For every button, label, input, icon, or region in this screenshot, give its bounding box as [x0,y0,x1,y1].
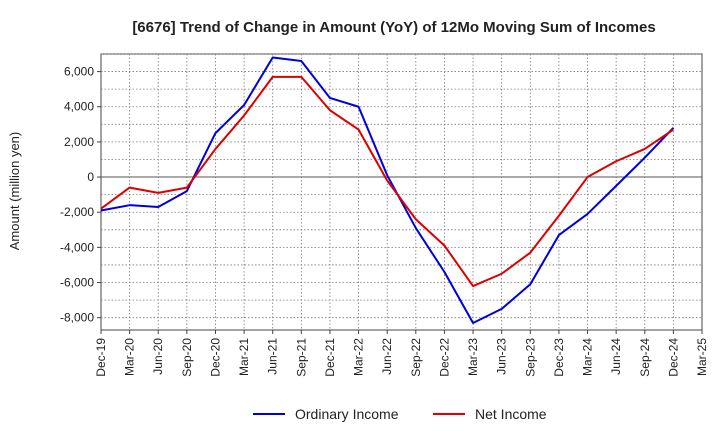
y-tick-label: 0 [87,170,94,184]
y-tick-label: -2,000 [60,205,94,219]
series-group [100,56,675,324]
series-line-net-income [100,75,674,288]
plot-area [100,53,703,331]
y-tick-label: 2,000 [64,135,94,149]
x-tick-label: Dec-21 [323,338,337,377]
legend-label-net-income: Net Income [475,406,547,422]
x-tick-label: Sep-21 [294,338,308,377]
x-tick-label: Dec-19 [94,338,108,377]
y-tick-label: -6,000 [60,276,94,290]
x-tick-label: Dec-23 [552,338,566,377]
x-tick-label: Mar-20 [123,338,137,376]
x-tick-label: Sep-22 [409,338,423,377]
chart-title: [6676] Trend of Change in Amount (YoY) o… [132,19,655,36]
series-line-ordinary-income [100,56,675,324]
x-tick-label: Jun-21 [266,338,280,375]
x-tick-label: Sep-23 [523,338,537,377]
x-tick-label: Sep-20 [180,338,194,377]
y-tick-label: -8,000 [60,311,94,325]
x-tick-label: Mar-25 [695,338,709,376]
x-tick-label: Jun-22 [380,338,394,375]
x-tick-label: Dec-24 [666,338,680,377]
y-tick-label: -4,000 [60,240,94,254]
x-tick-label: Jun-23 [495,338,509,375]
legend: Ordinary Income Net Income [253,406,547,422]
x-tick-label: Mar-22 [352,338,366,376]
x-tick-label: Dec-20 [208,338,222,377]
legend-label-ordinary-income: Ordinary Income [295,406,399,422]
x-tick-label: Jun-24 [609,338,623,375]
x-tick-label: Jun-20 [151,338,165,375]
x-tick-label: Mar-23 [466,338,480,376]
y-tick-label: 6,000 [64,65,94,79]
x-axis: Dec-19 Mar-20 Jun-20 Sep-20 Dec-20 Mar-21 Jun-… [94,330,709,377]
y-axis: -8,000 -6,000 -4,000 -2,000 0 2,000 4,000 6,000 [60,65,101,325]
x-tick-label: Dec-22 [437,338,451,377]
y-tick-label: 4,000 [64,100,94,114]
x-tick-label: Mar-24 [581,338,595,376]
x-tick-label: Sep-24 [638,338,652,377]
x-tick-label: Mar-21 [237,338,251,376]
y-axis-label: Amount (million yen) [7,132,22,251]
grid [101,53,702,330]
